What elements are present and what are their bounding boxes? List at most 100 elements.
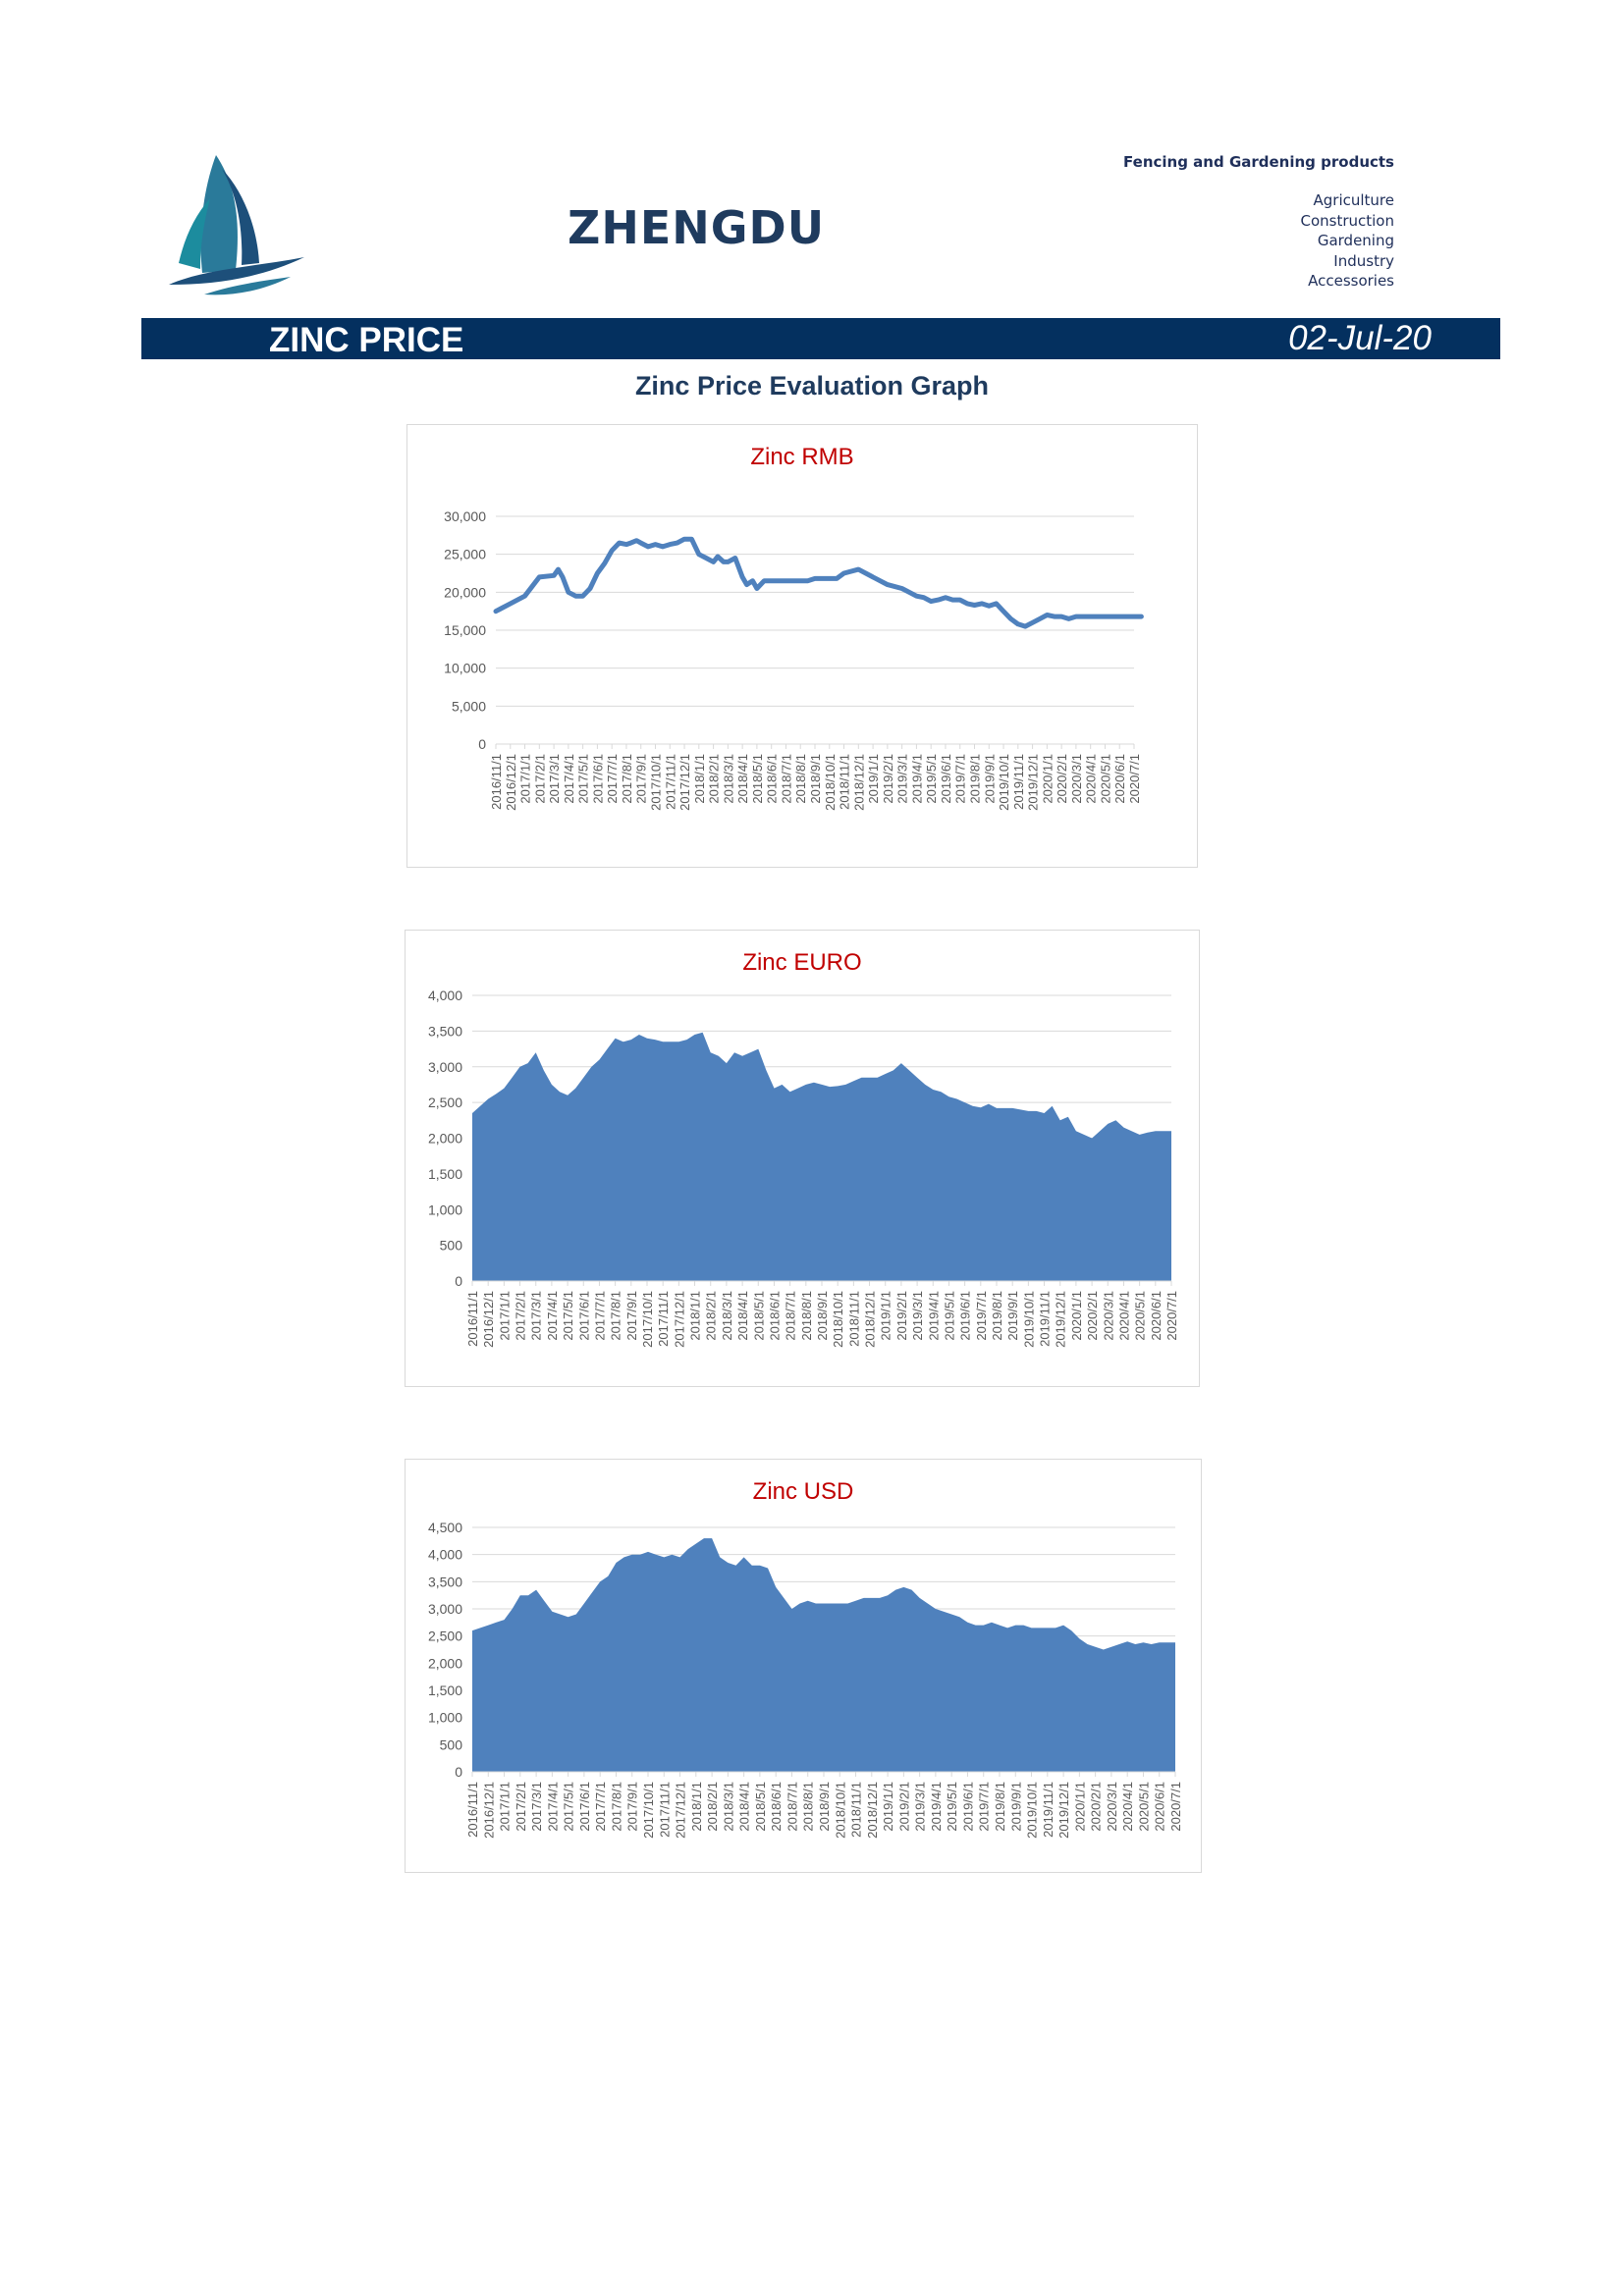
chart-title-rmb: Zinc RMB — [750, 444, 853, 470]
y-tick-label-usd-2000: 2,000 — [428, 1655, 462, 1671]
x-tick-label-rmb-6: 2017/5/1 — [576, 754, 591, 804]
banner-date: 02-Jul-20 — [1288, 319, 1432, 357]
x-tick-label-euro-1: 2016/12/1 — [481, 1291, 496, 1348]
y-tick-label-usd-1000: 1,000 — [428, 1710, 462, 1726]
x-tick-label-usd-9: 2017/8/1 — [609, 1782, 623, 1832]
x-tick-label-euro-18: 2018/5/1 — [751, 1291, 766, 1341]
x-tick-label-euro-13: 2017/12/1 — [672, 1291, 686, 1348]
x-tick-label-rmb-17: 2018/4/1 — [735, 754, 750, 804]
x-tick-label-rmb-12: 2017/11/1 — [663, 754, 677, 810]
x-tick-label-usd-5: 2017/4/1 — [545, 1782, 560, 1832]
y-tick-label-usd-3000: 3,000 — [428, 1601, 462, 1617]
product-item-accessories: Accessories — [1308, 272, 1394, 290]
chart-title-euro: Zinc EURO — [742, 949, 861, 976]
x-tick-label-usd-21: 2018/8/1 — [801, 1782, 816, 1832]
x-tick-label-euro-34: 2019/9/1 — [1005, 1291, 1020, 1341]
x-tick-label-euro-29: 2019/4/1 — [926, 1291, 941, 1341]
x-tick-label-rmb-42: 2020/5/1 — [1098, 754, 1112, 804]
x-tick-label-usd-23: 2018/10/1 — [833, 1782, 847, 1839]
x-tick-label-euro-27: 2019/2/1 — [894, 1291, 909, 1341]
x-tick-label-usd-42: 2020/5/1 — [1136, 1782, 1151, 1832]
x-tick-label-euro-28: 2019/3/1 — [910, 1291, 925, 1341]
x-tick-label-euro-43: 2020/6/1 — [1149, 1291, 1164, 1341]
x-tick-label-usd-12: 2017/11/1 — [657, 1782, 672, 1838]
x-tick-label-usd-44: 2020/7/1 — [1168, 1782, 1183, 1832]
page-subtitle: Zinc Price Evaluation Graph — [634, 371, 990, 400]
x-tick-label-usd-27: 2019/2/1 — [896, 1782, 911, 1832]
y-tick-label-usd-0: 0 — [455, 1764, 462, 1780]
x-tick-label-usd-38: 2020/1/1 — [1072, 1782, 1087, 1832]
x-tick-label-usd-0: 2016/11/1 — [465, 1782, 480, 1838]
area-series-usd — [472, 1538, 1175, 1772]
y-tick-label-usd-2500: 2,500 — [428, 1629, 462, 1644]
x-tick-label-rmb-39: 2020/2/1 — [1055, 754, 1069, 804]
banner-title: ZINC PRICE — [269, 321, 464, 359]
y-tick-label-euro-1000: 1,000 — [428, 1201, 462, 1217]
x-tick-label-euro-16: 2018/3/1 — [720, 1291, 734, 1341]
x-tick-label-rmb-34: 2019/9/1 — [982, 754, 997, 804]
x-tick-label-euro-37: 2019/12/1 — [1054, 1291, 1068, 1348]
x-tick-label-euro-31: 2019/6/1 — [958, 1291, 973, 1341]
x-tick-label-rmb-1: 2016/12/1 — [504, 754, 518, 811]
x-tick-label-rmb-10: 2017/9/1 — [634, 754, 649, 804]
x-tick-label-rmb-41: 2020/4/1 — [1084, 754, 1099, 804]
y-tick-label-rmb-15000: 15,000 — [444, 622, 486, 638]
x-tick-label-euro-19: 2018/6/1 — [767, 1291, 782, 1341]
x-tick-label-rmb-33: 2019/8/1 — [968, 754, 983, 804]
y-tick-label-usd-3500: 3,500 — [428, 1574, 462, 1589]
x-tick-label-rmb-11: 2017/10/1 — [649, 754, 664, 811]
x-tick-label-usd-24: 2018/11/1 — [849, 1782, 864, 1838]
y-tick-label-usd-1500: 1,500 — [428, 1682, 462, 1698]
chart-euro-svg: Zinc EURO 0 500 1,000 1,500 2,000 2,500 3,000 3,… — [428, 949, 1179, 1348]
y-tick-label-rmb-30000: 30,000 — [444, 508, 486, 524]
product-item-industry: Industry — [1333, 251, 1394, 270]
x-tick-label-usd-37: 2019/12/1 — [1056, 1782, 1071, 1839]
x-tick-label-rmb-27: 2019/2/1 — [881, 754, 895, 804]
chart-euro: Zinc EURO 0 500 1,000 1,500 2,000 2,500 3,000 3,… — [405, 930, 1200, 1387]
line-series-rmb — [493, 536, 1144, 629]
x-tick-label-usd-33: 2019/8/1 — [993, 1782, 1007, 1832]
x-tick-label-usd-41: 2020/4/1 — [1120, 1782, 1135, 1832]
x-tick-label-euro-14: 2018/1/1 — [688, 1291, 703, 1341]
x-tick-label-rmb-16: 2018/3/1 — [721, 754, 735, 804]
x-tick-label-usd-32: 2019/7/1 — [977, 1782, 992, 1832]
x-tick-label-usd-18: 2018/5/1 — [753, 1782, 768, 1832]
x-tick-label-rmb-3: 2017/2/1 — [532, 754, 547, 804]
x-tick-label-euro-12: 2017/11/1 — [656, 1291, 671, 1347]
y-tick-label-euro-2000: 2,000 — [428, 1131, 462, 1147]
x-tick-label-usd-25: 2018/12/1 — [865, 1782, 880, 1839]
x-tick-label-rmb-19: 2018/6/1 — [765, 754, 780, 804]
x-tick-label-rmb-36: 2019/11/1 — [1011, 754, 1026, 810]
sailboat-logo-icon — [169, 155, 304, 295]
x-tick-label-usd-14: 2018/1/1 — [689, 1782, 704, 1832]
x-tick-label-euro-21: 2018/8/1 — [799, 1291, 814, 1341]
products-heading: Fencing and Gardening products — [1123, 153, 1394, 171]
x-tick-label-euro-8: 2017/7/1 — [592, 1291, 607, 1341]
x-tick-label-rmb-2: 2017/1/1 — [518, 754, 533, 804]
x-tick-label-usd-1: 2016/12/1 — [481, 1782, 496, 1839]
x-tick-label-rmb-4: 2017/3/1 — [547, 754, 562, 804]
x-tick-label-rmb-40: 2020/3/1 — [1069, 754, 1084, 804]
x-tick-label-euro-20: 2018/7/1 — [784, 1291, 798, 1341]
x-tick-label-usd-36: 2019/11/1 — [1041, 1782, 1056, 1838]
x-tick-label-usd-26: 2019/1/1 — [881, 1782, 895, 1832]
x-tick-label-euro-6: 2017/5/1 — [561, 1291, 575, 1341]
x-tick-label-usd-35: 2019/10/1 — [1025, 1782, 1040, 1839]
x-tick-label-rmb-26: 2019/1/1 — [866, 754, 881, 804]
x-tick-label-rmb-32: 2019/7/1 — [953, 754, 968, 804]
x-tick-label-rmb-30: 2019/5/1 — [924, 754, 939, 804]
x-tick-label-rmb-20: 2018/7/1 — [779, 754, 793, 804]
x-tick-label-usd-19: 2018/6/1 — [769, 1782, 784, 1832]
product-item-gardening: Gardening — [1317, 232, 1394, 249]
x-tick-label-usd-30: 2019/5/1 — [945, 1782, 959, 1832]
x-tick-label-rmb-18: 2018/5/1 — [750, 754, 765, 804]
x-tick-label-usd-2: 2017/1/1 — [498, 1782, 513, 1832]
x-tick-label-usd-20: 2018/7/1 — [785, 1782, 799, 1832]
y-tick-label-usd-4500: 4,500 — [428, 1520, 462, 1535]
x-tick-label-euro-9: 2017/8/1 — [609, 1291, 623, 1341]
x-tick-label-euro-3: 2017/2/1 — [514, 1291, 528, 1341]
x-tick-label-rmb-22: 2018/9/1 — [808, 754, 823, 804]
x-tick-label-rmb-8: 2017/7/1 — [605, 754, 620, 804]
x-tick-label-rmb-14: 2018/1/1 — [692, 754, 707, 804]
y-tick-label-rmb-0: 0 — [478, 736, 486, 752]
